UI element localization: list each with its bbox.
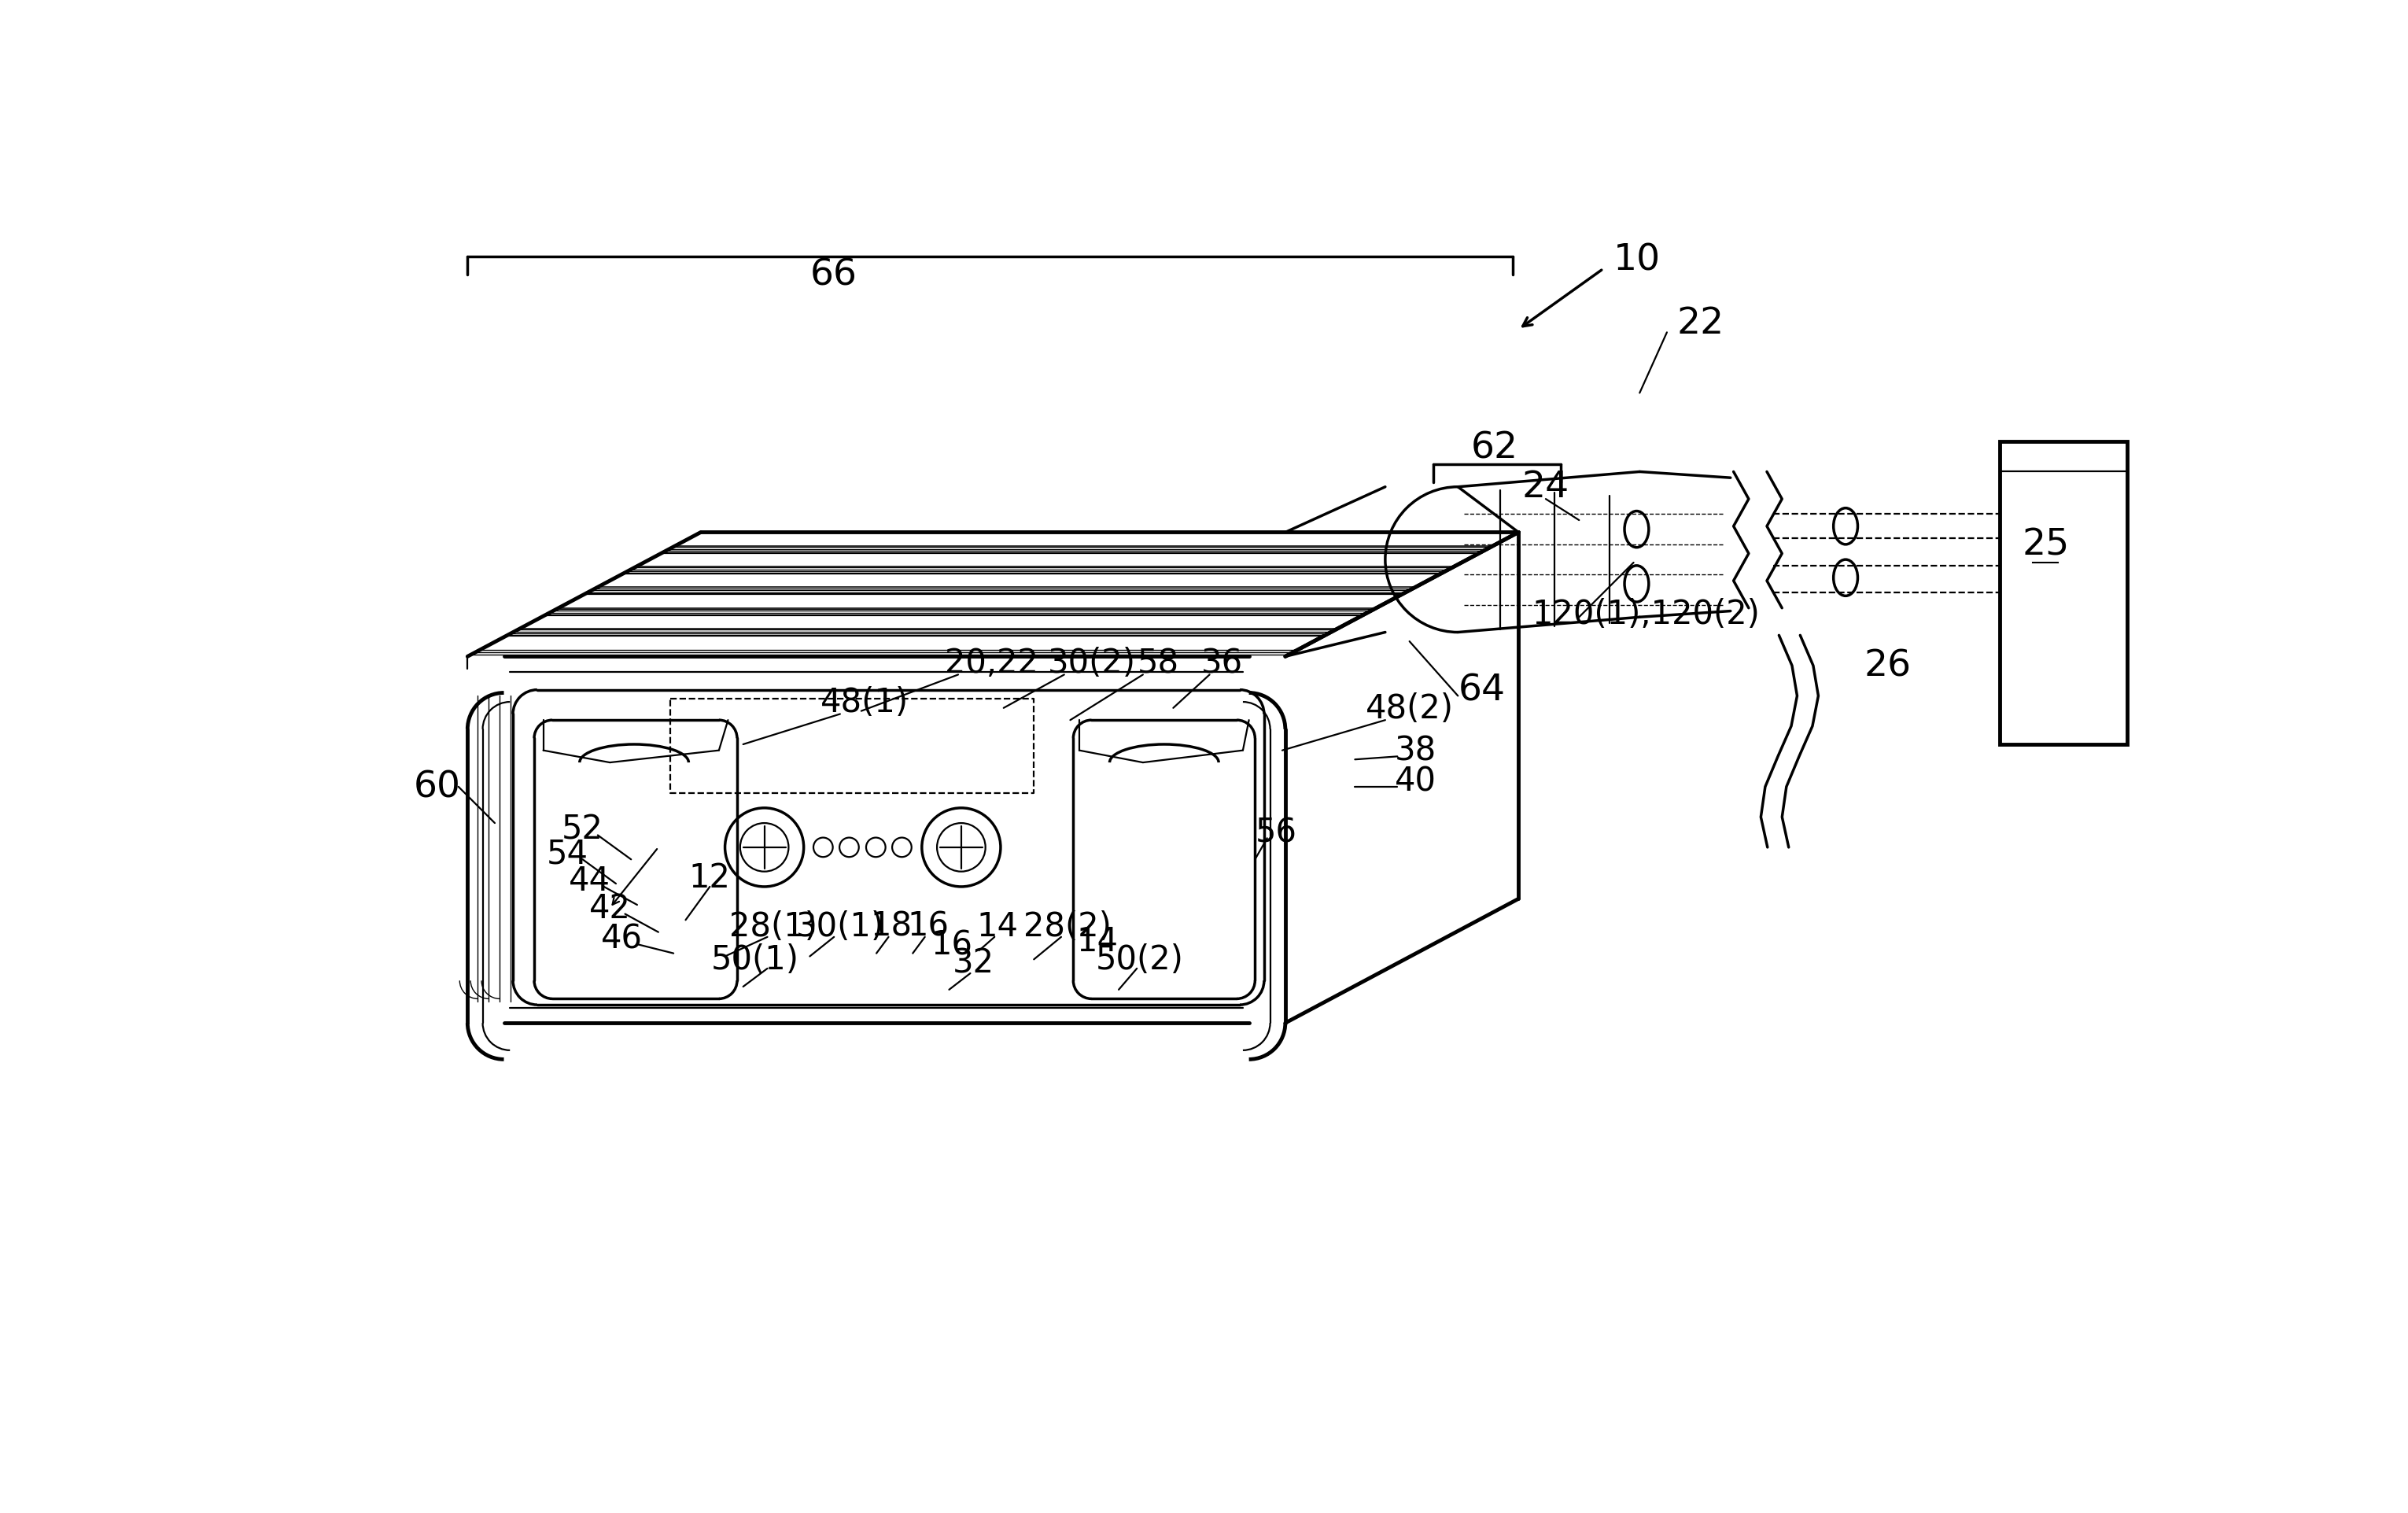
Text: 120(1),120(2): 120(1),120(2)	[1531, 598, 1760, 631]
Text: 24: 24	[1522, 469, 1570, 505]
Text: 22: 22	[1676, 306, 1724, 342]
Text: 20,22: 20,22	[944, 646, 1038, 679]
Bar	[2001, 442, 2126, 744]
Text: 26: 26	[1864, 648, 1912, 684]
Text: 40: 40	[1394, 764, 1435, 797]
Text: 60: 60	[414, 770, 460, 805]
Text: 14: 14	[978, 909, 1019, 943]
Text: 50(2): 50(2)	[1096, 943, 1185, 976]
Text: 28(1): 28(1)	[730, 909, 816, 943]
Text: 28(2): 28(2)	[1023, 909, 1110, 943]
Text: 32: 32	[954, 946, 995, 979]
Text: 48(2): 48(2)	[1365, 691, 1454, 725]
Text: 44: 44	[568, 864, 612, 897]
Text: 36: 36	[1202, 646, 1243, 679]
Text: 18: 18	[872, 909, 913, 943]
Text: 54: 54	[547, 837, 588, 870]
Text: 58: 58	[1137, 646, 1180, 679]
Text: 64: 64	[1459, 672, 1505, 708]
Text: 38: 38	[1394, 734, 1438, 767]
Text: 30(2): 30(2)	[1047, 646, 1137, 679]
Text: 46: 46	[602, 921, 643, 955]
Text: 12: 12	[689, 861, 730, 894]
Text: 30(1): 30(1)	[797, 909, 884, 943]
Text: 16: 16	[908, 909, 949, 943]
Text: 50(1): 50(1)	[710, 943, 799, 976]
Text: 66: 66	[811, 257, 857, 294]
Text: 10: 10	[1613, 242, 1659, 278]
Text: 16: 16	[932, 927, 973, 961]
Text: 48(1): 48(1)	[821, 685, 908, 719]
Text: 14: 14	[1076, 924, 1117, 958]
Text: 25: 25	[2023, 527, 2068, 563]
Text: 52: 52	[561, 812, 604, 846]
Text: 56: 56	[1255, 816, 1298, 849]
Text: 42: 42	[590, 891, 631, 924]
Text: 62: 62	[1471, 430, 1517, 466]
